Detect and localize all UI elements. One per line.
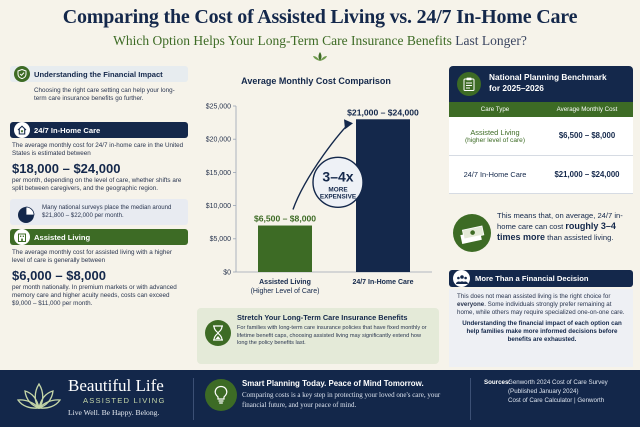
monthly-cost-cell: $6,500 – $8,000 — [541, 117, 633, 156]
subtitle-tail: Last Longer? — [455, 33, 527, 48]
source-line: (Published January 2024) — [508, 387, 579, 395]
cost-multiple-callout: This means that, on average, 24/7 in-hom… — [449, 208, 633, 262]
care-type-label: 24/7 In-Home Care — [463, 169, 527, 179]
y-tick-label: $5,000 — [210, 236, 232, 243]
people-group-icon — [453, 270, 470, 287]
subtitle-main: Which Option Helps Your Long-Term Care I… — [113, 33, 452, 48]
care-type-label: Assisted Living — [470, 127, 520, 137]
more-than-financial-body: This does not mean assisted living is th… — [449, 289, 633, 367]
y-tick-label: $10,000 — [206, 203, 231, 210]
shield-check-icon — [14, 66, 30, 82]
impact-title: Understanding the Financial Impact — [34, 69, 163, 79]
benchmark-panel: National Planning Benchmark for 2025–202… — [449, 66, 633, 194]
footer: Beautiful Life ASSISTED LIVING Live Well… — [0, 370, 640, 427]
chart-title: Average Monthly Cost Comparison — [241, 76, 391, 86]
house-icon — [14, 122, 30, 138]
more-benefit-text: Understanding the financial impact of ea… — [462, 320, 622, 344]
clipboard-checklist-icon — [457, 72, 481, 96]
benchmark-title-1: National Planning Benchmark — [489, 72, 607, 82]
benchmark-header: National Planning Benchmark for 2025–202… — [449, 66, 633, 102]
column-header-care-type: Care Type — [449, 102, 541, 117]
more-than-financial-header: More Than a Financial Decision — [449, 270, 633, 287]
footer-divider — [470, 378, 471, 420]
impact-body: Choosing the right care setting can help… — [34, 87, 175, 103]
in-home-header: 24/7 In-Home Care — [10, 122, 188, 138]
hourglass-icon — [205, 320, 231, 346]
in-home-title: 24/7 In-Home Care — [34, 125, 101, 135]
in-home-intro: The average monthly cost for 24/7 in-hom… — [12, 142, 184, 158]
page-subtitle: Which Option Helps Your Long-Term Care I… — [0, 33, 640, 49]
x-tick-label: Assisted Living — [259, 279, 311, 286]
in-home-note: Many national surveys place the median a… — [10, 199, 188, 226]
cost-multiple-text: This means that, on average, 24/7 in-hom… — [497, 211, 633, 243]
care-type-cell: Assisted Living (higher level of care) — [449, 117, 541, 156]
leaf-divider-icon — [313, 52, 327, 61]
in-home-note-text: Many national surveys place the median a… — [42, 204, 172, 220]
building-icon — [14, 229, 30, 246]
source-line: Genworth 2024 Cost of Care Survey — [508, 379, 608, 386]
multiple-badge — [312, 156, 364, 209]
care-type-cell: 24/7 In-Home Care — [449, 155, 541, 194]
benchmark-title-2: for 2025–2026 — [489, 82, 544, 93]
source-line: Cost of Care Calculator | Genworth — [508, 396, 605, 404]
assisted-header: Assisted Living — [10, 229, 188, 246]
cost-multiple-strong: roughly 3–4 times more — [497, 221, 616, 242]
multiple-badge-value: 3–4x — [322, 168, 353, 184]
benchmark-table: Care Type Average Monthly Cost Assisted … — [449, 102, 633, 194]
sources-label: Sources: — [484, 379, 511, 386]
more-title: More Than a Financial Decision — [475, 274, 589, 283]
smart-planning-body: Comparing costs is a key step in protect… — [242, 391, 441, 409]
arrow-head — [344, 119, 353, 130]
in-home-range: $18,000 – $24,000 — [12, 160, 121, 176]
sources-list: Genworth 2024 Cost of Care Survey (Publi… — [508, 379, 636, 406]
x-tick-label: (Higher Level of Care) — [251, 288, 320, 295]
care-type-sublabel: (higher level of care) — [464, 136, 526, 144]
assisted-range: $6,000 – $8,000 — [12, 267, 106, 283]
table-row: Assisted Living (higher level of care) $… — [449, 117, 633, 156]
bar — [356, 119, 410, 272]
impact-header: Understanding the Financial Impact — [10, 66, 188, 82]
y-tick-label: $25,000 — [206, 103, 231, 110]
in-home-body: The average monthly cost for 24/7 in-hom… — [10, 138, 188, 193]
stretch-title: Stretch Your Long-Term Care Insurance Be… — [237, 313, 408, 322]
lightbulb-icon — [205, 379, 237, 411]
x-tick-label: 24/7 In-Home Care — [352, 279, 413, 286]
footer-divider — [193, 378, 194, 420]
y-tick-label: $15,000 — [206, 170, 231, 177]
cost-multiple-pre: This means that, on average, 24/7 in-hom… — [497, 211, 623, 231]
multiple-badge-label: MORE — [328, 186, 348, 193]
table-header-row: Care Type Average Monthly Cost — [449, 102, 633, 117]
brand-name: Beautiful Life — [68, 376, 164, 395]
pie-chart-icon — [18, 206, 35, 224]
page-title: Comparing the Cost of Assisted Living vs… — [62, 6, 578, 28]
left-column: Understanding the Financial Impact Choos… — [10, 66, 188, 309]
multiple-badge-label: EXPENSIVE — [320, 193, 357, 200]
brand-subtitle: ASSISTED LIVING — [83, 396, 166, 405]
data-label: $21,000 – $24,000 — [347, 107, 419, 117]
stretch-benefits-box: Stretch Your Long-Term Care Insurance Be… — [197, 308, 439, 364]
in-home-detail: per month, depending on the level of car… — [12, 176, 182, 192]
monthly-cost-cell: $21,000 – $24,000 — [541, 155, 633, 194]
assisted-body: The average monthly cost for assisted li… — [10, 245, 188, 308]
y-tick-label: $20,000 — [206, 137, 231, 144]
lotus-logo-icon — [16, 382, 62, 410]
more-body-text: This does not mean assisted living is th… — [457, 293, 627, 317]
cost-multiple-post: than assisted living. — [547, 233, 614, 242]
assisted-title: Assisted Living — [34, 232, 91, 242]
more-body-pre: This does not mean assisted living is th… — [457, 293, 611, 300]
bar — [258, 225, 312, 272]
table-row: 24/7 In-Home Care $21,000 – $24,000 — [449, 155, 633, 194]
assisted-intro: The average monthly cost for assisted li… — [12, 249, 172, 265]
brand-tagline: Live Well. Be Happy. Belong. — [68, 408, 160, 417]
assisted-detail: per month nationally. In premium markets… — [12, 283, 177, 308]
stretch-body: For families with long-term care insuran… — [237, 325, 427, 347]
money-stack-icon — [453, 214, 491, 252]
cost-bar-chart: $0 $5,000 $10,000 $15,000 $20,000 $25,000 $6,5… — [206, 103, 432, 295]
data-label: $6,500 – $8,000 — [254, 214, 316, 224]
y-tick-label: $0 — [223, 269, 231, 276]
more-body-strong: everyone — [457, 301, 485, 309]
more-body-post: . Some individuals strongly prefer remai… — [457, 301, 625, 317]
smart-planning-title: Smart Planning Today. Peace of Mind Tomo… — [242, 379, 424, 388]
column-header-monthly-cost: Average Monthly Cost — [541, 102, 633, 117]
